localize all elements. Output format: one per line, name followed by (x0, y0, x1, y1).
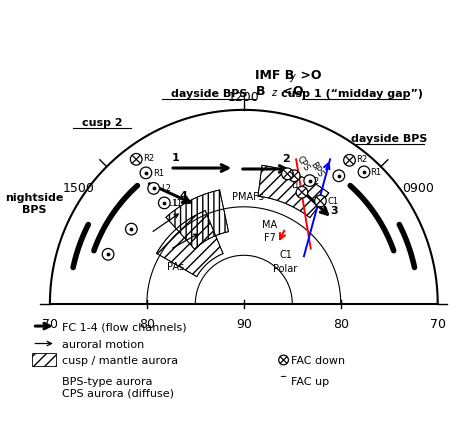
Text: nightside
BPS: nightside BPS (5, 193, 64, 214)
Text: cusp 1 (“midday gap”): cusp 1 (“midday gap”) (282, 89, 423, 99)
Text: R1: R1 (153, 168, 164, 178)
Text: 80: 80 (139, 318, 155, 331)
Text: L1: L1 (172, 198, 182, 207)
Text: IMF B: IMF B (255, 69, 295, 82)
Text: BPS-type aurora: BPS-type aurora (62, 376, 152, 386)
Text: dayside BPS: dayside BPS (351, 134, 428, 144)
Text: MA: MA (263, 220, 278, 230)
Text: C1: C1 (327, 196, 338, 205)
Text: 70: 70 (430, 318, 446, 331)
Text: cusp 2: cusp 2 (82, 118, 123, 128)
Text: FAC down: FAC down (292, 355, 346, 365)
Text: R1: R1 (370, 168, 382, 177)
Circle shape (158, 197, 170, 209)
Text: O-L1: O-L1 (158, 199, 178, 208)
Circle shape (296, 187, 308, 199)
Circle shape (282, 169, 293, 180)
Text: 1200: 1200 (228, 91, 260, 104)
Circle shape (358, 167, 370, 178)
Text: 0900: 0900 (402, 181, 434, 194)
Text: 80: 80 (333, 318, 349, 331)
Text: BPS: BPS (309, 160, 325, 179)
Text: PAs: PAs (167, 261, 184, 271)
Text: auroral motion: auroral motion (62, 339, 144, 349)
Text: R2: R2 (356, 155, 367, 164)
Text: LL: LL (291, 181, 301, 190)
Circle shape (140, 168, 152, 179)
Text: >O: >O (296, 69, 322, 82)
Text: cusp / mantle aurora: cusp / mantle aurora (62, 355, 178, 365)
Text: C2: C2 (309, 177, 320, 186)
Circle shape (279, 355, 288, 365)
Text: 1500: 1500 (63, 181, 95, 194)
Text: 2: 2 (283, 154, 291, 164)
Circle shape (288, 171, 300, 182)
Text: Polar: Polar (273, 263, 298, 273)
Circle shape (333, 171, 345, 182)
Text: z: z (271, 87, 276, 97)
Text: 1: 1 (172, 153, 180, 163)
Text: <O: <O (278, 85, 303, 98)
Text: F7: F7 (264, 232, 276, 242)
Text: 4: 4 (180, 191, 188, 201)
Text: PMAFs: PMAFs (232, 192, 264, 202)
Bar (32, 353, 56, 366)
Text: FAC up: FAC up (292, 376, 329, 386)
Text: R2: R2 (143, 154, 155, 162)
Circle shape (126, 224, 137, 235)
Text: B: B (255, 85, 265, 98)
Bar (32, 386, 56, 399)
Text: y: y (290, 72, 295, 82)
Circle shape (279, 377, 288, 386)
Circle shape (130, 154, 142, 166)
Text: CPS aurora (diffuse): CPS aurora (diffuse) (62, 388, 173, 398)
Circle shape (102, 249, 114, 260)
Text: CPS: CPS (295, 154, 311, 172)
Text: 70: 70 (42, 318, 58, 331)
Circle shape (148, 183, 159, 195)
Text: dayside BPS: dayside BPS (171, 89, 247, 99)
Circle shape (304, 175, 316, 187)
Text: 3: 3 (330, 205, 337, 215)
Text: FC 1-4 (flow channels): FC 1-4 (flow channels) (62, 321, 186, 331)
Circle shape (344, 155, 356, 167)
Text: L2: L2 (161, 184, 171, 192)
Circle shape (315, 196, 326, 207)
Text: 90: 90 (236, 318, 252, 331)
Text: C1: C1 (279, 250, 292, 260)
